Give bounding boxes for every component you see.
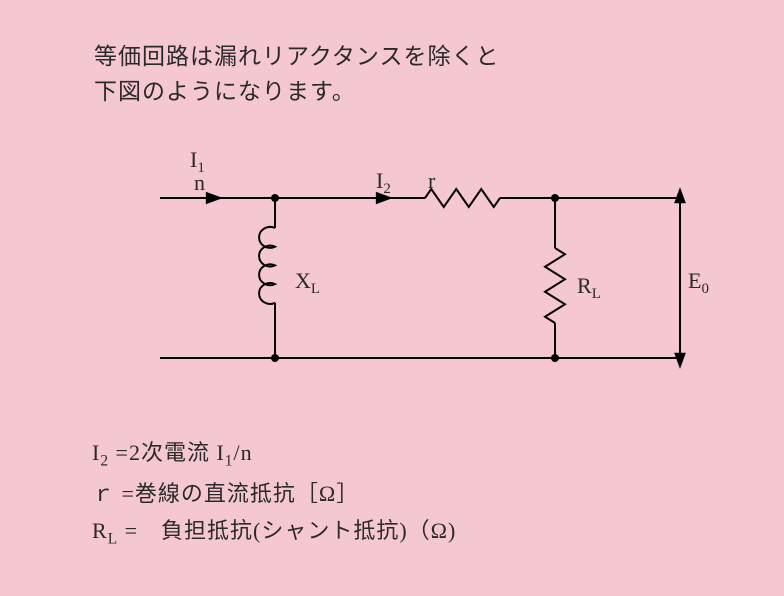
legend-line2: ｒ =巻線の直流抵抗［Ω］ xyxy=(92,477,456,510)
legend-block: I2 =2次電流 I1/n ｒ =巻線の直流抵抗［Ω］ RL = 負担抵抗(シャ… xyxy=(92,436,456,554)
svg-text:RL: RL xyxy=(577,273,601,302)
intro-line1: 等価回路は漏れリアクタンスを除くと xyxy=(94,40,499,75)
legend-I2-sub: 2 xyxy=(100,452,109,469)
legend-RL: R xyxy=(92,518,108,543)
svg-text:n: n xyxy=(194,170,205,195)
intro-line2: 下図のようになります。 xyxy=(94,75,499,110)
legend-RL-sub: L xyxy=(108,530,118,547)
circuit-svg: I1nI2rXLRLE0 xyxy=(90,138,710,408)
svg-text:E0: E0 xyxy=(688,268,709,297)
svg-text:r: r xyxy=(428,168,436,193)
legend-I2-text: =2次電流 I xyxy=(109,440,225,465)
svg-text:XL: XL xyxy=(295,268,320,297)
legend-over-n: /n xyxy=(233,440,252,465)
circuit-diagram: I1nI2rXLRLE0 xyxy=(90,138,710,408)
intro-text: 等価回路は漏れリアクタンスを除くと 下図のようになります。 xyxy=(94,40,499,109)
legend-line1: I2 =2次電流 I1/n xyxy=(92,436,456,473)
legend-RL-text: = 負担抵抗(シャント抵抗)（Ω) xyxy=(118,518,456,543)
svg-text:I2: I2 xyxy=(376,168,391,197)
legend-line3: RL = 負担抵抗(シャント抵抗)（Ω) xyxy=(92,514,456,551)
page-root: 等価回路は漏れリアクタンスを除くと 下図のようになります。 I1nI2rXLRL… xyxy=(0,0,784,596)
